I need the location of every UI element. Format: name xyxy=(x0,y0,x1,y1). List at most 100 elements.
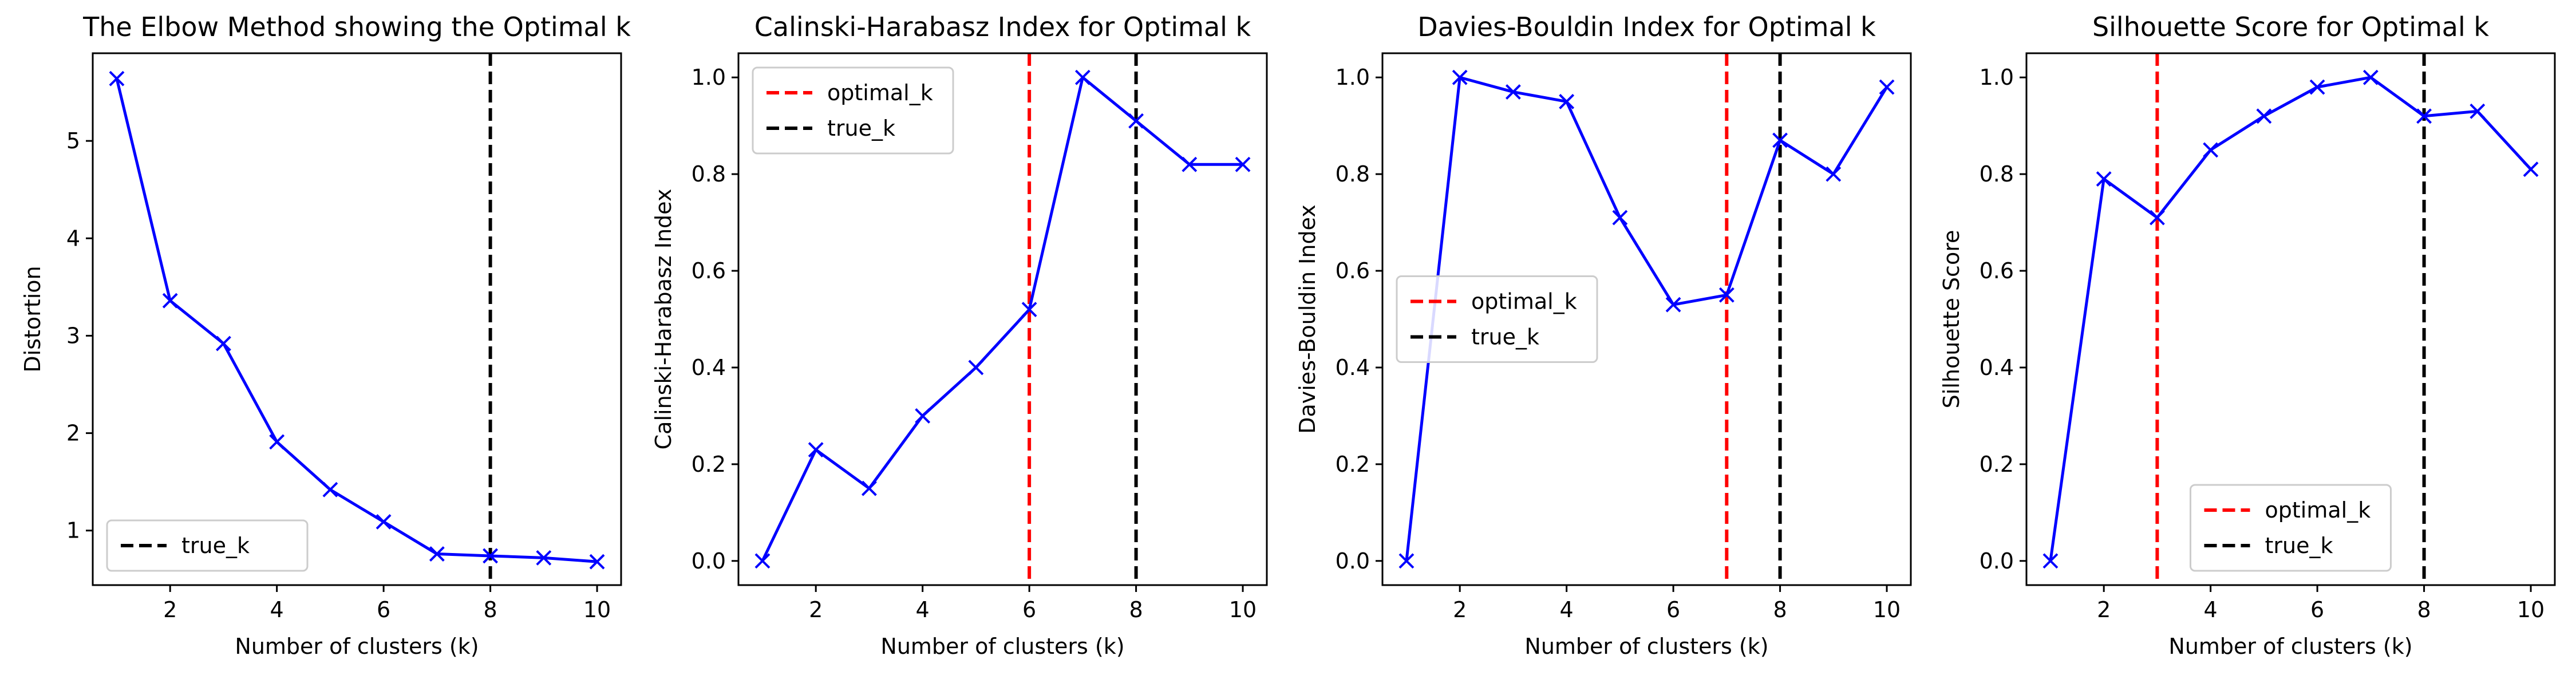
data-point xyxy=(429,546,445,562)
chart-title: The Elbow Method showing the Optimal k xyxy=(82,11,631,42)
data-point xyxy=(2256,108,2272,124)
y-tick-label: 0.6 xyxy=(692,258,726,283)
legend-box xyxy=(1396,275,1598,363)
legend-label: optimal_k xyxy=(827,80,933,105)
data-point xyxy=(589,554,605,570)
x-tick-label: 6 xyxy=(377,597,390,622)
y-axis-label: Calinski-Harabasz Index xyxy=(651,189,676,450)
x-tick-label: 10 xyxy=(2517,597,2545,622)
data-point xyxy=(269,434,285,450)
series-line xyxy=(1405,76,1888,562)
x-tick-label: 4 xyxy=(1560,597,1574,622)
legend-label: true_k xyxy=(827,116,895,141)
series-line xyxy=(761,76,1243,562)
x-tick-label: 4 xyxy=(270,597,284,622)
y-tick-label: 0.0 xyxy=(1980,548,2014,574)
x-tick-label: 4 xyxy=(2204,597,2218,622)
x-tick-label: 6 xyxy=(1022,597,1036,622)
data-point xyxy=(2203,142,2219,158)
legend-label: true_k xyxy=(2265,533,2333,558)
x-tick-label: 2 xyxy=(809,597,823,622)
data-point xyxy=(862,480,877,496)
x-tick-label: 10 xyxy=(1229,597,1257,622)
x-axis-label: Number of clusters (k) xyxy=(880,634,1124,659)
data-point xyxy=(1074,69,1091,85)
y-tick-label: 5 xyxy=(66,128,80,153)
data-point xyxy=(915,408,931,424)
x-axis-label: Number of clusters (k) xyxy=(235,634,479,659)
axes-frame xyxy=(737,52,1268,586)
y-tick-label: 0.2 xyxy=(692,452,726,477)
y-tick-label: 3 xyxy=(66,323,80,348)
chart-panel-3: Davies-Bouldin Index for Optimal k 2 4 6 8 10… xyxy=(1295,11,1912,659)
y-axis-label: Silhouette Score xyxy=(1939,230,1964,409)
y-tick-label: 0.8 xyxy=(1980,161,2014,187)
y-tick-label: 0.4 xyxy=(1336,355,1370,380)
y-tick-label: 0.6 xyxy=(1980,258,2014,283)
data-point xyxy=(1665,297,1681,313)
data-point xyxy=(162,293,178,309)
x-axis-label: Number of clusters (k) xyxy=(2168,634,2412,659)
y-tick-label: 0.4 xyxy=(692,355,726,380)
axes-frame xyxy=(2025,52,2556,586)
data-point xyxy=(1021,302,1037,318)
data-point xyxy=(1612,210,1628,226)
x-axis-label: Number of clusters (k) xyxy=(1524,634,1768,659)
chart-panel-2: Calinski-Harabasz Index for Optimal k 2 4 6… xyxy=(651,11,1268,659)
data-point xyxy=(2523,161,2539,177)
data-point xyxy=(968,360,984,376)
data-point xyxy=(1879,79,1895,95)
legend-box xyxy=(106,519,309,572)
data-point xyxy=(2150,210,2165,226)
x-tick-label: 4 xyxy=(916,597,930,622)
data-point xyxy=(2309,79,2325,95)
y-tick-label: 1.0 xyxy=(1336,65,1370,90)
axes-frame xyxy=(1381,52,1912,586)
data-point xyxy=(1398,553,1415,569)
y-tick-label: 1 xyxy=(66,518,80,543)
axes-frame xyxy=(92,52,622,586)
legend: optimal_k true_k xyxy=(1396,275,1598,363)
legend: optimal_k true_k xyxy=(2190,484,2392,572)
data-point xyxy=(2470,103,2486,119)
chart-title: Davies-Bouldin Index for Optimal k xyxy=(1417,11,1876,42)
y-axis-label: Distortion xyxy=(20,266,45,372)
data-point xyxy=(2362,69,2379,85)
data-point xyxy=(1559,94,1575,109)
data-point xyxy=(216,335,231,352)
data-point xyxy=(536,550,552,566)
data-point xyxy=(2096,171,2112,187)
data-point xyxy=(1718,287,1735,303)
legend-label: optimal_k xyxy=(2265,498,2371,523)
data-point xyxy=(2042,553,2059,569)
y-tick-label: 0.6 xyxy=(1336,258,1370,283)
y-tick-label: 0.0 xyxy=(1336,548,1370,574)
x-tick-label: 8 xyxy=(1773,597,1787,622)
data-point xyxy=(322,481,338,498)
y-tick-label: 2 xyxy=(66,421,80,446)
legend-box xyxy=(2190,484,2392,572)
legend-label: true_k xyxy=(181,533,250,558)
legend: true_k xyxy=(106,519,309,572)
chart-panel-1: The Elbow Method showing the Optimal k 2 4… xyxy=(20,11,631,659)
x-tick-label: 8 xyxy=(483,597,497,622)
data-point xyxy=(1826,166,1842,182)
data-point xyxy=(376,514,392,530)
chart-title: Calinski-Harabasz Index for Optimal k xyxy=(754,11,1251,42)
x-tick-label: 2 xyxy=(163,597,177,622)
y-tick-label: 1.0 xyxy=(1980,65,2014,90)
series-line xyxy=(2049,76,2532,562)
x-tick-label: 6 xyxy=(2310,597,2324,622)
legend-label: true_k xyxy=(1471,325,1539,350)
y-tick-label: 0.2 xyxy=(1980,452,2014,477)
data-point xyxy=(483,548,498,564)
legend-label: optimal_k xyxy=(1471,289,1577,314)
x-tick-label: 2 xyxy=(2097,597,2111,622)
data-point xyxy=(1452,69,1468,85)
data-point xyxy=(1506,84,1521,100)
data-point xyxy=(109,70,125,86)
y-tick-label: 0.8 xyxy=(1336,161,1370,187)
y-tick-label: 0.2 xyxy=(1336,452,1370,477)
x-tick-label: 8 xyxy=(1129,597,1143,622)
y-tick-label: 1.0 xyxy=(692,65,726,90)
